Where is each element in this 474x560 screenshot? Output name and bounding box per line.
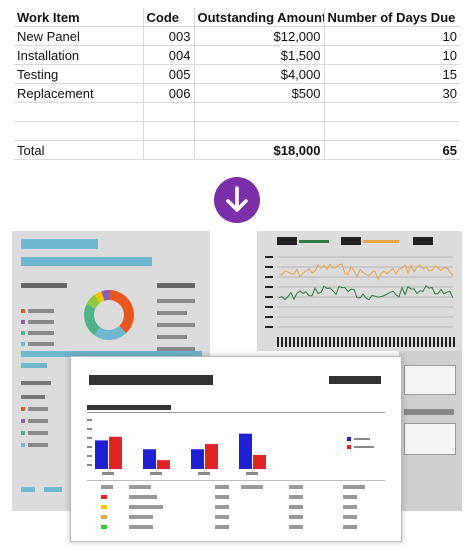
cell-work-item: Replacement	[14, 83, 144, 103]
bar-blue	[95, 440, 108, 469]
y-tick	[87, 428, 92, 430]
donut-segment	[86, 294, 101, 309]
cell-code: 003	[143, 26, 195, 46]
header-code: Code	[143, 8, 195, 27]
table-row: Replacement 006 $500 30	[14, 83, 460, 103]
y-tick	[265, 326, 273, 328]
grouped-bar-chart	[87, 419, 266, 475]
cell-code: 006	[143, 83, 195, 103]
donut-chart	[84, 290, 134, 340]
header-work-item: Work Item	[14, 8, 144, 27]
cell-days: 30	[324, 83, 460, 103]
table-row: Installation 004 $1,500 10	[14, 45, 460, 65]
y-tick	[87, 464, 92, 466]
empty-row	[14, 121, 460, 141]
line-chart	[265, 256, 454, 328]
header-outstanding-amount: Outstanding Amount	[194, 8, 325, 27]
cell-code: 005	[143, 64, 195, 84]
y-tick	[265, 256, 273, 258]
y-tick	[87, 446, 92, 448]
cell-work-item: Testing	[14, 64, 144, 84]
cell-work-item: Installation	[14, 45, 144, 65]
series-line-orange	[278, 263, 454, 281]
cell-amount: $1,500	[194, 45, 325, 65]
donut-segment	[101, 290, 110, 301]
bar-red	[205, 444, 218, 469]
bar-red	[157, 460, 170, 469]
report-preview	[70, 356, 402, 542]
empty-row	[14, 102, 460, 122]
y-tick	[265, 306, 273, 308]
total-amount: $18,000	[194, 140, 325, 160]
y-tick	[265, 316, 273, 318]
table-row: New Panel 003 $12,000 10	[14, 26, 460, 46]
total-row: Total $18,000 65	[14, 140, 460, 160]
cell-amount: $500	[194, 83, 325, 103]
report-title-bar	[89, 375, 213, 385]
cell-days: 10	[324, 45, 460, 65]
bar-red	[253, 454, 266, 469]
series-line-green	[278, 285, 454, 301]
y-tick	[265, 286, 273, 288]
bar-blue	[191, 449, 204, 469]
y-tick	[87, 419, 92, 421]
cell-days: 10	[324, 26, 460, 46]
tick-strip	[277, 337, 457, 347]
header-days-due: Number of Days Due	[324, 8, 460, 27]
y-tick	[265, 296, 273, 298]
y-tick	[87, 437, 92, 439]
title-bar	[21, 239, 98, 249]
bar-group-label	[198, 472, 210, 475]
bar-group-label	[150, 472, 162, 475]
y-tick	[265, 276, 273, 278]
side-panel	[399, 351, 462, 511]
outstanding-work-table: Work Item Code Outstanding Amount Number…	[14, 8, 460, 160]
bar-group-label	[102, 472, 114, 475]
cell-code: 004	[143, 45, 195, 65]
total-label: Total	[14, 140, 144, 160]
cell-work-item: New Panel	[14, 26, 144, 46]
y-tick	[87, 455, 92, 457]
bar-red	[109, 436, 122, 469]
bar-group-label	[246, 472, 258, 475]
line-chart-preview	[257, 231, 462, 351]
table-header-row: Work Item Code Outstanding Amount Number…	[14, 8, 460, 27]
donut-segment	[94, 291, 105, 303]
donut-segment	[94, 325, 127, 340]
total-days: 65	[324, 140, 460, 160]
cell-days: 15	[324, 64, 460, 84]
cell-amount: $4,000	[194, 64, 325, 84]
cell-amount: $12,000	[194, 26, 325, 46]
donut-segment	[108, 290, 134, 334]
y-tick	[265, 266, 273, 268]
arrow-down-icon	[214, 177, 260, 223]
bar-blue	[143, 449, 156, 469]
table-row: Testing 005 $4,000 15	[14, 64, 460, 84]
subtitle-bar	[21, 257, 152, 266]
donut-segment	[84, 304, 101, 336]
bar-blue	[239, 433, 252, 469]
